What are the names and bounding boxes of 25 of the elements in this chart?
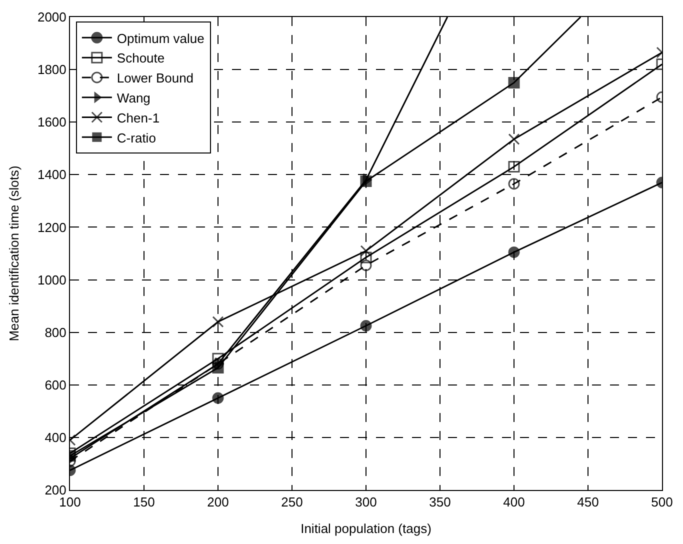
y-tick-label: 400 — [44, 430, 66, 445]
legend-label: C-ratio — [116, 130, 156, 146]
x-axis-title: Initial population (tags) — [300, 521, 432, 536]
legend-label: Optimum value — [116, 30, 204, 46]
legend-label: Schoute — [116, 50, 165, 66]
legend-label: Wang — [116, 90, 150, 106]
x-tick-label: 400 — [503, 494, 525, 510]
x-tick-label: 200 — [207, 494, 229, 510]
x-tick-label: 450 — [577, 494, 599, 510]
x-tick-label: 150 — [133, 494, 155, 510]
y-tick-label: 1600 — [37, 114, 66, 130]
x-tick-label: 350 — [429, 494, 451, 510]
y-tick-label: 1400 — [37, 167, 66, 182]
legend-label: Chen-1 — [116, 110, 160, 126]
x-tick-label: 300 — [355, 494, 377, 510]
y-axis-title: Mean identification time (slots) — [6, 166, 22, 342]
y-tick-label: 1800 — [37, 62, 66, 78]
y-tick-label: 600 — [44, 377, 66, 392]
y-tick-label: 1000 — [37, 272, 66, 288]
y-tick-label: 800 — [44, 324, 66, 340]
x-tick-label: 500 — [651, 494, 673, 510]
legend-label: Lower Bound — [116, 70, 194, 86]
x-tick-label: 250 — [281, 494, 303, 510]
y-tick-label: 1200 — [37, 220, 66, 235]
y-tick-label: 2000 — [37, 10, 66, 25]
